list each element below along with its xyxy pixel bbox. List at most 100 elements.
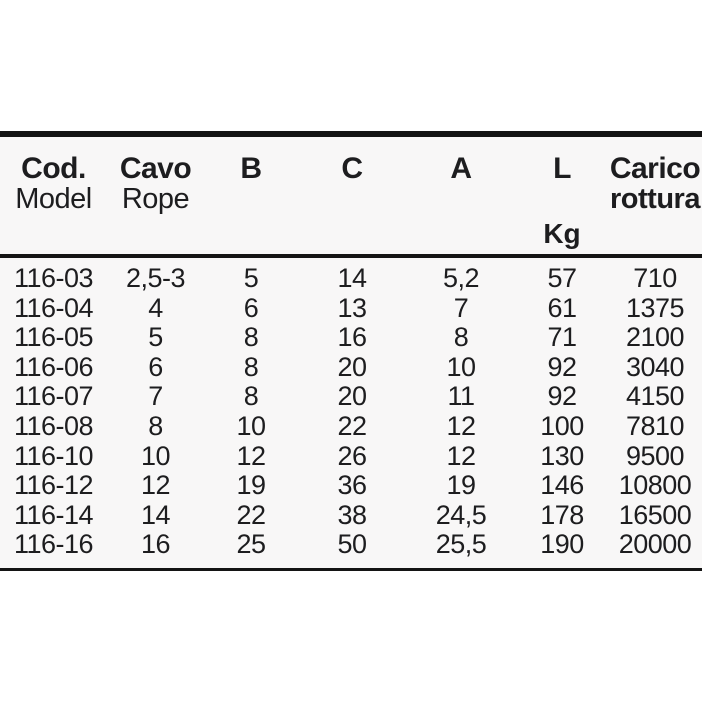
cell: 13 bbox=[337, 292, 367, 323]
cell: 4150 bbox=[625, 381, 685, 412]
cell: 4 bbox=[148, 292, 163, 323]
bottom-rule bbox=[0, 568, 702, 571]
top-margin bbox=[0, 0, 702, 131]
column-subtitle: Model bbox=[15, 183, 92, 215]
cell: 10 bbox=[236, 410, 266, 441]
cell: 92 bbox=[547, 381, 577, 412]
cell: 8 bbox=[243, 322, 259, 353]
cell: 19 bbox=[236, 470, 266, 501]
cell: 16 bbox=[337, 322, 367, 353]
cell: 8 bbox=[453, 322, 469, 353]
column-header-cod-model: Cod. Model bbox=[0, 153, 107, 254]
cell: 12 bbox=[446, 440, 476, 471]
cell: 7 bbox=[148, 381, 163, 412]
table-row: 116-14 14 22 38 24,5 178 16500 bbox=[0, 499, 702, 531]
header-divider-rule bbox=[0, 254, 702, 258]
cell: 25,5 bbox=[435, 529, 487, 560]
cell: 5,2 bbox=[442, 263, 480, 293]
spec-table: Cod. Model Cavo Rope B C A L Kg Carico bbox=[0, 137, 702, 568]
cell: 130 bbox=[540, 440, 584, 471]
column-title: Cavo bbox=[119, 152, 192, 185]
cell: 57 bbox=[547, 263, 577, 293]
cell: 16 bbox=[140, 529, 171, 560]
table-row: 116-08 8 10 22 12 100 7810 bbox=[0, 410, 702, 442]
cell: 14 bbox=[337, 263, 367, 293]
cell: 116-06 bbox=[13, 351, 94, 382]
cell: 20 bbox=[337, 351, 367, 382]
cell: 710 bbox=[633, 263, 677, 293]
column-title: L bbox=[553, 152, 571, 185]
cell: 190 bbox=[540, 529, 584, 560]
column-subtitle: rottura bbox=[610, 183, 700, 215]
cell: 11 bbox=[447, 381, 475, 412]
cell: 10 bbox=[140, 440, 171, 471]
column-unit: Kg bbox=[543, 218, 581, 249]
table-row: 116-04 4 6 13 7 61 1375 bbox=[0, 292, 702, 324]
cell: 20 bbox=[337, 381, 367, 412]
cell: 116-16 bbox=[13, 529, 94, 560]
cell: 26 bbox=[337, 440, 367, 471]
table-row: 116-03 2,5-3 5 14 5,2 57 710 bbox=[0, 263, 702, 294]
cell: 178 bbox=[540, 499, 584, 530]
cell: 20000 bbox=[618, 529, 692, 560]
cell: 12 bbox=[236, 440, 266, 471]
table-row: 116-07 7 8 20 11 92 4150 bbox=[0, 382, 702, 412]
table-row: 116-06 6 8 20 10 92 3040 bbox=[0, 351, 702, 383]
table-row: 116-12 12 19 36 19 146 10800 bbox=[0, 471, 702, 501]
cell: 5 bbox=[243, 263, 259, 293]
cell: 6 bbox=[243, 292, 259, 323]
column-header-b: B bbox=[204, 153, 298, 254]
column-subtitle: Rope bbox=[121, 183, 190, 215]
cell: 8 bbox=[243, 351, 259, 382]
cell: 116-03 bbox=[13, 263, 94, 293]
cell: 10800 bbox=[618, 470, 692, 501]
cell: 116-08 bbox=[13, 410, 94, 441]
cell: 7810 bbox=[625, 410, 685, 441]
cell: 116-10 bbox=[13, 440, 94, 471]
cell: 19 bbox=[446, 470, 476, 501]
cell: 38 bbox=[337, 499, 367, 530]
cell: 71 bbox=[547, 322, 577, 353]
column-header-l-kg: L Kg bbox=[516, 153, 608, 254]
cell: 10 bbox=[446, 351, 476, 382]
table-row: 116-16 16 25 50 25,5 190 20000 bbox=[0, 530, 702, 560]
cell: 8 bbox=[148, 410, 163, 441]
table-header-row: Cod. Model Cavo Rope B C A L Kg Carico bbox=[0, 137, 702, 254]
column-header-a: A bbox=[406, 153, 516, 254]
cell: 12 bbox=[140, 470, 171, 501]
cell: 2100 bbox=[625, 322, 685, 353]
cell: 24,5 bbox=[435, 499, 487, 530]
column-title: B bbox=[240, 152, 262, 185]
cell: 7 bbox=[453, 292, 469, 323]
cell: 116-12 bbox=[13, 470, 94, 501]
cell: 92 bbox=[547, 351, 577, 382]
cell: 14 bbox=[140, 499, 171, 530]
table-body: 116-03 2,5-3 5 14 5,2 57 710 116-04 4 6 13 7 61 1375 1… bbox=[0, 258, 702, 568]
cell: 116-14 bbox=[13, 499, 94, 530]
cell: 36 bbox=[337, 470, 367, 501]
column-title: Cod. bbox=[21, 152, 86, 185]
column-title: A bbox=[450, 152, 472, 185]
cell: 1375 bbox=[625, 292, 685, 323]
cell: 25 bbox=[236, 529, 266, 560]
column-header-cavo-rope: Cavo Rope bbox=[107, 153, 204, 254]
cell: 3040 bbox=[625, 351, 685, 382]
cell: 9500 bbox=[625, 440, 685, 471]
column-header-c: C bbox=[298, 153, 406, 254]
cell: 16500 bbox=[618, 499, 692, 530]
cell: 2,5-3 bbox=[125, 263, 186, 293]
table-row: 116-10 10 12 26 12 130 9500 bbox=[0, 440, 702, 472]
column-header-carico-rottura: Carico rottura bbox=[608, 153, 702, 254]
cell: 8 bbox=[243, 381, 259, 412]
column-title: C bbox=[341, 152, 363, 185]
cell: 22 bbox=[337, 410, 367, 441]
cell: 116-05 bbox=[13, 322, 94, 353]
cell: 22 bbox=[236, 499, 266, 530]
cell: 116-04 bbox=[13, 292, 94, 323]
cell: 146 bbox=[540, 470, 584, 501]
cell: 50 bbox=[337, 529, 367, 560]
cell: 12 bbox=[446, 410, 476, 441]
table-row: 116-05 5 8 16 8 71 2100 bbox=[0, 323, 702, 353]
column-title: Carico bbox=[609, 152, 701, 185]
